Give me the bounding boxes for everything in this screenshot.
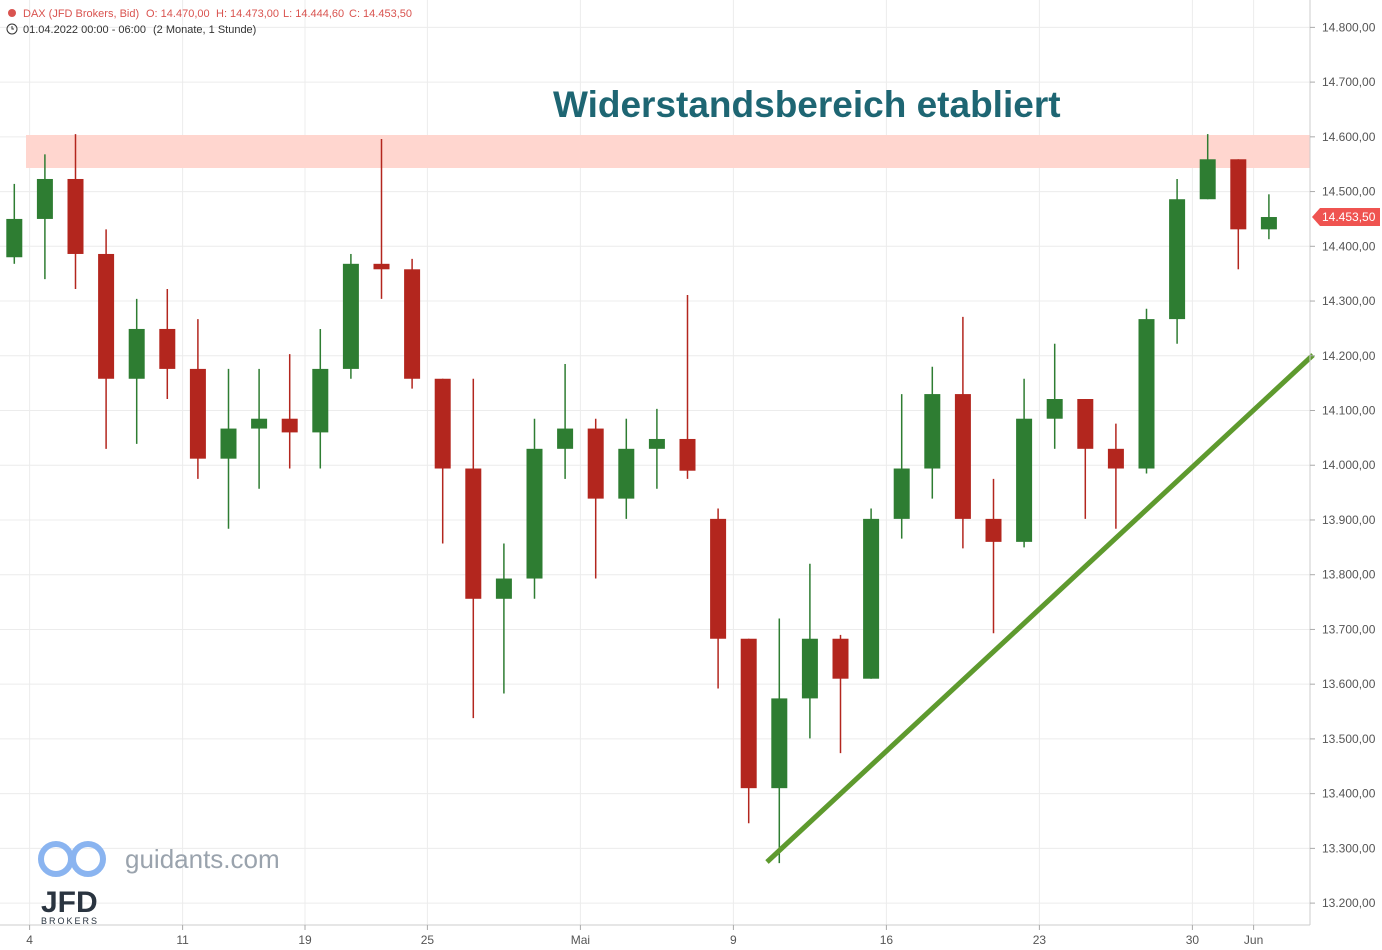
- watermark: guidants.com: [125, 844, 280, 874]
- candle-body: [495, 578, 512, 599]
- low: L: 14.444,60: [283, 8, 344, 20]
- candle-body: [67, 178, 84, 254]
- candle-body: [128, 328, 145, 379]
- candle-body: [1199, 159, 1216, 200]
- candle-body: [465, 468, 482, 599]
- y-tick-label: 13.500,00: [1322, 732, 1376, 746]
- x-tick-label: 11: [176, 933, 189, 947]
- candle-body: [281, 418, 298, 433]
- candle-body: [1260, 217, 1277, 230]
- clock-hands: [11, 26, 14, 30]
- x-tick-label: Mai: [571, 933, 590, 947]
- instrument: DAX (JFD Brokers, Bid): [23, 8, 139, 20]
- candle-body: [832, 638, 849, 679]
- resistance-zone: [26, 135, 1310, 168]
- x-tick-label: 23: [1033, 933, 1047, 947]
- candle-body: [710, 518, 727, 639]
- candle-body: [1138, 319, 1155, 469]
- candle-body: [618, 448, 635, 499]
- timestamp: 01.04.2022 00:00 - 06:00: [23, 24, 146, 36]
- candle-body: [526, 448, 543, 579]
- y-tick-label: 13.900,00: [1322, 513, 1376, 527]
- candle-body: [801, 638, 818, 699]
- candle-body: [954, 394, 971, 519]
- candle-body: [1077, 399, 1094, 449]
- logo-subtext: BROKERS: [41, 916, 99, 926]
- candle-body: [251, 418, 268, 429]
- candle-body: [1230, 159, 1247, 230]
- y-tick-label: 14.400,00: [1322, 239, 1376, 253]
- candle-body: [404, 269, 421, 379]
- y-tick-label: 13.300,00: [1322, 841, 1376, 855]
- logo: JFD BROKERS: [38, 841, 106, 926]
- y-tick-label: 14.700,00: [1322, 75, 1376, 89]
- logo-text: JFD: [41, 886, 98, 919]
- candle-body: [1169, 199, 1186, 320]
- candle-body: [771, 698, 788, 789]
- candle-body: [6, 218, 23, 258]
- y-tick-label: 13.800,00: [1322, 568, 1376, 582]
- candles: [6, 134, 1277, 864]
- last-price-tag: [1312, 208, 1380, 227]
- chart-title: Widerstandsbereich etabliert: [553, 84, 1061, 125]
- x-tick-label: 4: [26, 933, 33, 947]
- y-tick-label: 13.700,00: [1322, 622, 1376, 636]
- y-tick-label: 14.000,00: [1322, 458, 1376, 472]
- x-tick-label: 25: [421, 933, 435, 947]
- y-tick-label: 13.400,00: [1322, 787, 1376, 801]
- candle-body: [1046, 399, 1063, 419]
- x-tick-label: 16: [880, 933, 894, 947]
- x-tick-label: 9: [730, 933, 737, 947]
- y-tick-label: 14.300,00: [1322, 294, 1376, 308]
- x-tick-label: Jun: [1244, 933, 1263, 947]
- period: (2 Monate, 1 Stunde): [153, 24, 256, 36]
- candle-body: [312, 368, 329, 433]
- candle-body: [1107, 448, 1124, 469]
- y-tick-label: 14.800,00: [1322, 20, 1376, 34]
- candle-body: [98, 253, 115, 379]
- candle-body: [740, 638, 757, 789]
- candle-body: [36, 178, 53, 219]
- candle-body: [679, 438, 696, 471]
- y-tick-label: 13.200,00: [1322, 896, 1376, 910]
- candle-body: [924, 394, 941, 469]
- candle-body: [159, 328, 176, 369]
- close: C: 14.453,50: [349, 8, 412, 20]
- y-tick-label: 14.600,00: [1322, 130, 1376, 144]
- candle-body: [220, 428, 237, 459]
- x-tick-label: 30: [1186, 933, 1200, 947]
- y-tick-label: 14.100,00: [1322, 404, 1376, 418]
- clock-icon: [6, 23, 18, 35]
- y-tick-label: 14.500,00: [1322, 185, 1376, 199]
- candle-body: [434, 378, 451, 469]
- trend-line: [765, 353, 1315, 864]
- y-tick-label: 13.600,00: [1322, 677, 1376, 691]
- candle-body: [587, 428, 604, 499]
- candle-body: [863, 518, 880, 679]
- candle-body: [373, 263, 390, 270]
- open: O: 14.470,00: [146, 8, 210, 20]
- grid: [0, 0, 1310, 925]
- y-tick-label: 14.200,00: [1322, 349, 1376, 363]
- candle-body: [985, 518, 1002, 542]
- candle-body: [1016, 418, 1033, 542]
- last-price-label: 14.453,50: [1322, 210, 1376, 224]
- status-dot: [8, 9, 16, 17]
- candle-body: [342, 263, 359, 369]
- x-tick-label: 19: [298, 933, 312, 947]
- candle-body: [893, 468, 910, 519]
- candle-body: [648, 438, 665, 449]
- high: H: 14.473,00: [216, 8, 279, 20]
- axis: 14.800,00 14.700,00 14.600,00 14.500,00 14.4…: [26, 20, 1380, 947]
- logo-ring: [70, 841, 106, 877]
- candle-body: [557, 428, 574, 449]
- candle-body: [189, 368, 206, 459]
